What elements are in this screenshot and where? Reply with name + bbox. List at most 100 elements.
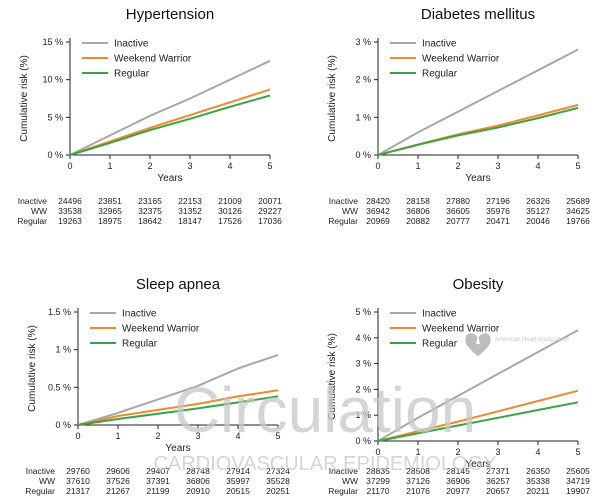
y-tick-label: 0 % — [355, 436, 371, 446]
x-tick-label: 1 — [107, 161, 112, 171]
risk-table-row-label: Inactive — [26, 466, 56, 476]
risk-table-row-label: Inactive — [329, 466, 359, 476]
risk-table-cell: 27196 — [486, 196, 510, 206]
series-line — [69, 59, 271, 156]
risk-table-cell: 28158 — [406, 196, 430, 206]
legend-label: Inactive — [122, 309, 157, 320]
risk-table-cell: 17526 — [218, 216, 242, 226]
risk-table-cell: 21170 — [366, 486, 389, 496]
x-tick-label: 4 — [227, 161, 232, 171]
risk-table-cell: 35528 — [266, 476, 290, 486]
watermark-subtitle: CARDIOVASCULAR EPIDEMIOLOGY — [153, 453, 496, 475]
y-tick-label: 3 % — [355, 37, 371, 47]
risk-table-cell: 28835 — [366, 466, 390, 476]
series-line — [77, 389, 279, 426]
x-tick-label: 5 — [275, 431, 280, 441]
chart-title: Obesity — [453, 276, 504, 293]
risk-table-cell: 20910 — [186, 486, 210, 496]
risk-table-cell: 35997 — [226, 476, 250, 486]
x-tick-label: 0 — [67, 161, 72, 171]
risk-table-cell: 21317 — [66, 486, 90, 496]
x-axis-label: Years — [165, 443, 190, 454]
risk-table-cell: 27880 — [446, 196, 470, 206]
risk-table-cell: 20777 — [446, 216, 470, 226]
risk-table-cell: 18147 — [178, 216, 202, 226]
risk-table-cell: 20211 — [526, 486, 549, 496]
risk-table-cell: 36806 — [186, 476, 210, 486]
risk-table-cell: 24496 — [58, 196, 82, 206]
risk-table-cell: 23851 — [98, 196, 122, 206]
y-tick-label: 1 % — [355, 112, 371, 122]
risk-table-cell: 36605 — [446, 206, 470, 216]
risk-table-cell: 37126 — [406, 476, 430, 486]
legend-label: Regular — [122, 339, 158, 350]
chart-title: Hypertension — [126, 6, 214, 23]
x-tick-label: 1 — [115, 431, 120, 441]
risk-table-cell: 20657 — [486, 486, 510, 496]
y-tick-label: 0 % — [47, 150, 63, 160]
series-line — [377, 106, 579, 156]
x-tick-label: 0 — [375, 161, 380, 171]
risk-table-cell: 17036 — [258, 216, 282, 226]
risk-table-cell: 37610 — [66, 476, 90, 486]
risk-table-cell: 34625 — [566, 206, 590, 216]
risk-table-cell: 27371 — [486, 466, 510, 476]
risk-table-cell: 21267 — [106, 486, 130, 496]
risk-table-cell: 20251 — [266, 486, 290, 496]
risk-table-cell: 20515 — [226, 486, 250, 496]
x-tick-label: 4 — [535, 447, 540, 457]
x-tick-label: 3 — [195, 431, 200, 441]
risk-table-row-label: Regular — [25, 486, 55, 496]
risk-table-cell: 19766 — [566, 216, 590, 226]
risk-table-cell: 27324 — [266, 466, 290, 476]
risk-table-cell: 36942 — [366, 206, 390, 216]
risk-table-cell: 29407 — [146, 466, 170, 476]
risk-table-cell: 27914 — [226, 466, 250, 476]
x-tick-label: 5 — [267, 161, 272, 171]
risk-table-cell: 20969 — [366, 216, 390, 226]
risk-table-cell: 36906 — [446, 476, 470, 486]
y-axis-label: Cumulative risk (%) — [327, 333, 338, 420]
risk-table-cell: 19907 — [566, 486, 590, 496]
risk-table-cell: 21009 — [218, 196, 242, 206]
risk-table-cell: 20046 — [526, 216, 550, 226]
series-line — [69, 94, 271, 156]
risk-table-cell: 29760 — [66, 466, 90, 476]
legend-label: Inactive — [422, 39, 457, 50]
risk-table-row-label: WW — [342, 206, 358, 216]
y-tick-label: 5 % — [355, 307, 371, 317]
series-line — [377, 389, 579, 442]
risk-table-row-label: Regular — [328, 216, 358, 226]
risk-table-cell: 20071 — [258, 196, 282, 206]
x-tick-label: 3 — [187, 161, 192, 171]
risk-table-cell: 21076 — [406, 486, 430, 496]
y-tick-label: 0.5 % — [48, 382, 71, 392]
risk-table-row-label: Inactive — [329, 196, 359, 206]
x-tick-label: 1 — [415, 447, 420, 457]
series-line — [77, 353, 279, 426]
risk-table-cell: 20882 — [406, 216, 430, 226]
x-axis-label: Years — [465, 459, 490, 470]
x-tick-label: 2 — [455, 447, 460, 457]
aha-logo: American Heart Association — [465, 333, 569, 356]
legend-label: Regular — [422, 339, 458, 350]
series-line — [69, 88, 271, 156]
chart-panel: Obesity 0 1 2 3 4 5 0 % 1 % 2 % 3 % 4 % 5 % Years Cumu… — [327, 276, 590, 496]
y-tick-label: 10 % — [42, 75, 63, 85]
risk-table-cell: 35338 — [526, 476, 550, 486]
y-tick-label: 2 % — [355, 384, 371, 394]
risk-table-cell: 28420 — [366, 196, 390, 206]
risk-table-cell: 30126 — [218, 206, 242, 216]
risk-table-cell: 34719 — [566, 476, 590, 486]
risk-table-cell: 28748 — [186, 466, 210, 476]
legend-label: Inactive — [114, 39, 149, 50]
x-axis-label: Years — [157, 173, 182, 184]
y-tick-label: 15 % — [42, 37, 63, 47]
risk-table-cell: 21199 — [146, 486, 169, 496]
journal-watermark: Circulation CARDIOVASCULAR EPIDEMIOLOGY — [153, 374, 496, 475]
series-line — [77, 395, 279, 426]
risk-table-cell: 32965 — [98, 206, 122, 216]
legend-label: Weekend Warrior — [122, 324, 200, 335]
x-tick-label: 2 — [455, 161, 460, 171]
